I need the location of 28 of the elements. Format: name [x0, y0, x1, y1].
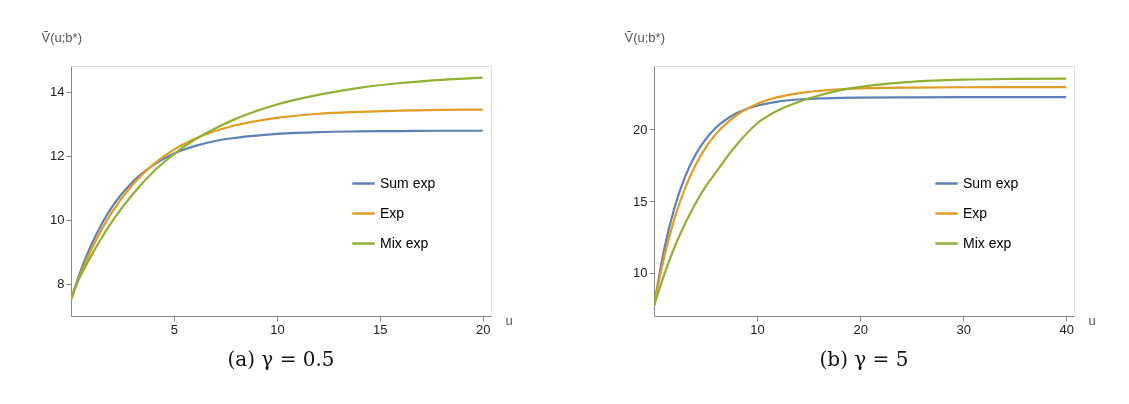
y-tick-label: 10 [50, 212, 65, 228]
legend-label: Exp [380, 204, 405, 221]
x-tick-label: 30 [956, 321, 971, 337]
line-series [71, 76, 484, 298]
x-axis-title: u [1088, 312, 1096, 328]
text: (a) γ = 0.5 [227, 347, 335, 371]
legend-label: Mix exp [380, 234, 429, 251]
x-tick-label: 20 [476, 321, 491, 337]
x-tick-label: 20 [853, 321, 868, 337]
x-tick-label: 15 [373, 321, 388, 337]
y-axis-title: Ṽ(u;b*) [624, 29, 665, 45]
y-tick-label: 10 [633, 265, 648, 281]
y-axis-title: Ṽ(u;b*) [41, 29, 82, 45]
legend-label: Exp [963, 204, 988, 221]
legend-label: Sum exp [380, 174, 436, 191]
x-axis-title: u [505, 312, 513, 328]
x-tick-label: 10 [270, 321, 285, 337]
y-tick-label: 8 [57, 276, 65, 292]
x-tick-label: 5 [170, 321, 179, 337]
y-tick-label: 14 [50, 84, 65, 100]
y-tick-label: 20 [633, 121, 648, 137]
legend-label: Sum exp [963, 174, 1019, 191]
y-tick-label: 15 [633, 193, 648, 209]
legend-label: Mix exp [963, 234, 1012, 251]
text: (b) γ = 5 [819, 347, 909, 371]
x-tick-label: 40 [1059, 321, 1074, 337]
y-tick-label: 12 [50, 148, 65, 164]
x-tick-label: 10 [750, 321, 765, 337]
